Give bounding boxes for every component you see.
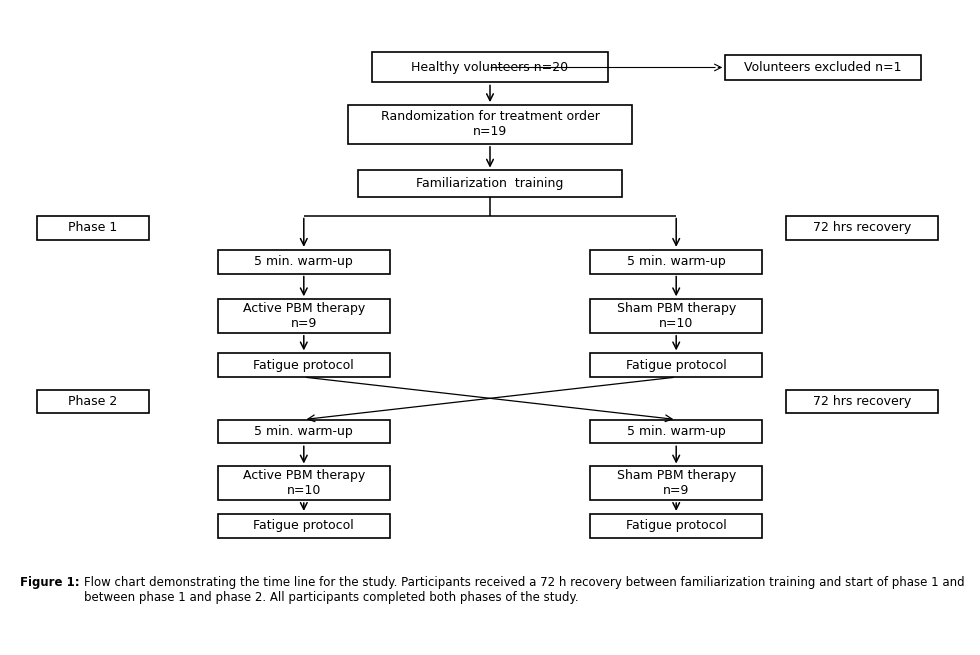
Text: Randomization for treatment order
n=19: Randomization for treatment order n=19 <box>380 111 600 138</box>
FancyBboxPatch shape <box>218 299 389 333</box>
Text: Flow chart demonstrating the time line for the study. Participants received a 72: Flow chart demonstrating the time line f… <box>83 576 964 604</box>
FancyBboxPatch shape <box>218 353 389 377</box>
FancyBboxPatch shape <box>590 420 761 443</box>
Text: Figure 1:: Figure 1: <box>20 576 83 589</box>
Text: Fatigue protocol: Fatigue protocol <box>254 359 354 371</box>
FancyBboxPatch shape <box>786 390 939 413</box>
FancyBboxPatch shape <box>590 353 761 377</box>
Text: Active PBM therapy
n=9: Active PBM therapy n=9 <box>243 302 365 330</box>
Text: Familiarization  training: Familiarization training <box>416 178 564 191</box>
FancyBboxPatch shape <box>218 250 389 274</box>
FancyBboxPatch shape <box>590 250 761 274</box>
Text: Active PBM therapy
n=10: Active PBM therapy n=10 <box>243 469 365 497</box>
FancyBboxPatch shape <box>218 466 389 500</box>
Text: Sham PBM therapy
n=9: Sham PBM therapy n=9 <box>616 469 736 497</box>
FancyBboxPatch shape <box>358 170 622 197</box>
FancyBboxPatch shape <box>218 514 389 538</box>
FancyBboxPatch shape <box>348 105 632 144</box>
Text: Sham PBM therapy
n=10: Sham PBM therapy n=10 <box>616 302 736 330</box>
Text: Fatigue protocol: Fatigue protocol <box>626 359 726 371</box>
FancyBboxPatch shape <box>786 216 939 240</box>
Text: Healthy volunteers n=20: Healthy volunteers n=20 <box>412 61 568 74</box>
FancyBboxPatch shape <box>37 216 149 240</box>
Text: 5 min. warm-up: 5 min. warm-up <box>255 425 353 438</box>
Text: Phase 1: Phase 1 <box>69 221 118 234</box>
FancyBboxPatch shape <box>590 466 761 500</box>
FancyBboxPatch shape <box>725 54 921 81</box>
FancyBboxPatch shape <box>590 299 761 333</box>
FancyBboxPatch shape <box>372 52 608 83</box>
FancyBboxPatch shape <box>218 420 389 443</box>
FancyBboxPatch shape <box>590 514 761 538</box>
Text: 72 hrs recovery: 72 hrs recovery <box>813 221 911 234</box>
Text: 5 min. warm-up: 5 min. warm-up <box>627 255 725 268</box>
Text: 72 hrs recovery: 72 hrs recovery <box>813 395 911 408</box>
Text: Phase 2: Phase 2 <box>69 395 118 408</box>
Text: 5 min. warm-up: 5 min. warm-up <box>627 425 725 438</box>
Text: Fatigue protocol: Fatigue protocol <box>626 519 726 532</box>
FancyBboxPatch shape <box>37 390 149 413</box>
Text: 5 min. warm-up: 5 min. warm-up <box>255 255 353 268</box>
Text: Fatigue protocol: Fatigue protocol <box>254 519 354 532</box>
Text: Volunteers excluded n=1: Volunteers excluded n=1 <box>745 61 902 74</box>
